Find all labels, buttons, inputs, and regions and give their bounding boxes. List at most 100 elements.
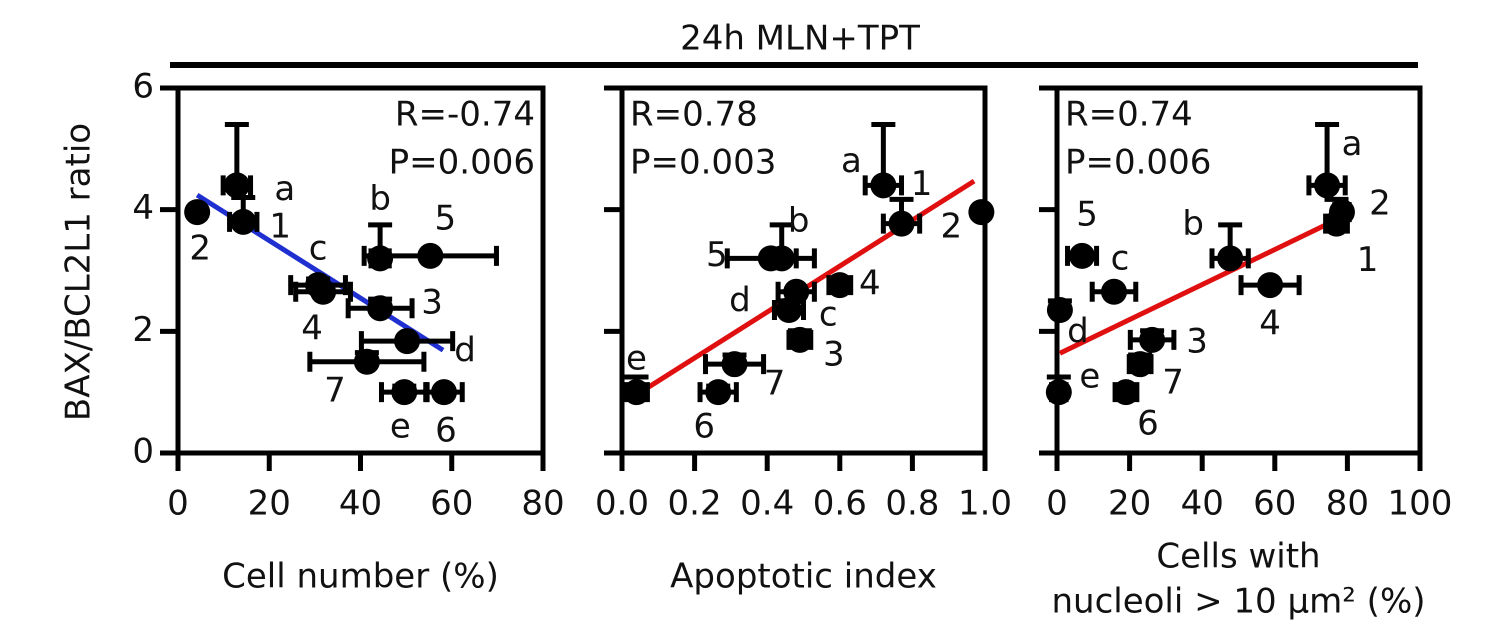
point: [870, 172, 897, 199]
point-label: 1: [911, 164, 933, 204]
point: [1127, 351, 1154, 378]
point-label: d: [454, 331, 476, 371]
point-label: 5: [434, 198, 456, 238]
plot-frame: [1054, 85, 1423, 456]
point: [1112, 379, 1139, 406]
point-label: d: [1067, 312, 1089, 352]
point-label: 7: [764, 364, 786, 404]
x-tick-label: 80: [1326, 484, 1369, 524]
point-label: c: [1111, 238, 1130, 278]
point: [1045, 379, 1072, 406]
y-tick-label: 4: [132, 188, 154, 228]
point-label: c: [309, 229, 328, 269]
annotation: P=0.006: [1065, 143, 1211, 183]
x-tick-label: 60: [1253, 484, 1296, 524]
point: [353, 348, 380, 375]
point-label: c: [819, 294, 838, 334]
point-label: 7: [324, 370, 346, 410]
point: [430, 379, 457, 406]
y-tick-label: 0: [132, 432, 154, 472]
annotation: P=0.003: [630, 143, 776, 183]
point: [391, 379, 418, 406]
point-label: 2: [189, 229, 211, 269]
x-tick-label: 60: [430, 484, 473, 524]
point: [757, 245, 784, 272]
y-axis-label: BAX/BCL2L1 ratio: [59, 123, 99, 421]
x-axis-label: Apoptotic index: [670, 557, 937, 597]
point: [230, 208, 257, 235]
x-tick-label: 40: [1181, 484, 1224, 524]
y-tick-label: 6: [132, 67, 154, 107]
point: [623, 379, 650, 406]
x-tick-label: 0: [167, 484, 189, 524]
point: [786, 326, 813, 353]
x-axis-label: Cells with: [1156, 537, 1320, 577]
x-tick-label: 1.0: [958, 484, 1012, 524]
point-label: 6: [435, 411, 457, 451]
point-label: d: [729, 281, 751, 321]
point: [394, 328, 421, 355]
point: [888, 210, 915, 237]
point: [775, 297, 802, 324]
point: [1046, 297, 1073, 324]
point-label: 2: [941, 207, 963, 247]
point: [968, 199, 995, 226]
point: [1217, 245, 1244, 272]
point: [1257, 272, 1284, 299]
point: [721, 351, 748, 378]
point-label: b: [1182, 204, 1204, 244]
point-label: 2: [1369, 184, 1391, 224]
point-label: b: [369, 179, 391, 219]
point-label: 1: [1357, 240, 1379, 280]
point: [705, 379, 732, 406]
point-label: 7: [1162, 363, 1184, 403]
point: [1100, 278, 1127, 305]
point: [1069, 242, 1096, 269]
x-tick-label: 0.6: [813, 484, 867, 524]
point: [417, 242, 444, 269]
x-tick-label: 80: [521, 484, 564, 524]
point-label: 4: [301, 308, 323, 348]
point-label: 3: [421, 283, 443, 323]
annotation: R=0.78: [630, 95, 758, 135]
x-axis-label: Cell number (%): [222, 557, 499, 597]
x-tick-label: 0: [1046, 484, 1068, 524]
annotation: R=0.74: [1065, 95, 1193, 135]
point-label: e: [1079, 357, 1100, 397]
point-label: e: [626, 339, 647, 379]
point: [1314, 172, 1341, 199]
point-label: a: [1342, 124, 1363, 164]
point: [1139, 326, 1166, 353]
point: [223, 172, 250, 199]
point-label: 6: [693, 407, 715, 447]
fit-line: [1058, 215, 1341, 356]
point-label: 4: [859, 264, 881, 304]
x-tick-label: 20: [248, 484, 291, 524]
point-label: a: [841, 141, 862, 181]
x-tick-label: 100: [1388, 484, 1453, 524]
point-label: 6: [1137, 404, 1159, 444]
point-label: b: [788, 201, 810, 241]
point: [1328, 199, 1355, 226]
annotation: R=-0.74: [395, 95, 535, 135]
point-label: 5: [706, 235, 728, 275]
x-tick-label: 0.8: [885, 484, 939, 524]
point-label: 5: [1076, 194, 1098, 234]
point: [184, 199, 211, 226]
point: [310, 278, 337, 305]
x-tick-label: 0.0: [595, 484, 649, 524]
point-label: 1: [269, 206, 291, 246]
y-tick-label: 2: [132, 310, 154, 350]
x-tick-label: 0.2: [668, 484, 722, 524]
point-label: a: [274, 169, 295, 209]
point-label: 3: [823, 334, 845, 374]
point-label: e: [390, 407, 411, 447]
point-label: 3: [1186, 321, 1208, 361]
x-tick-label: 0.4: [740, 484, 794, 524]
annotation: P=0.006: [389, 143, 535, 183]
point: [367, 295, 394, 322]
figure-title: 24h MLN+TPT: [680, 19, 920, 59]
point-label: 4: [1259, 304, 1281, 344]
plot-frame: [619, 85, 988, 456]
x-tick-label: 40: [339, 484, 382, 524]
